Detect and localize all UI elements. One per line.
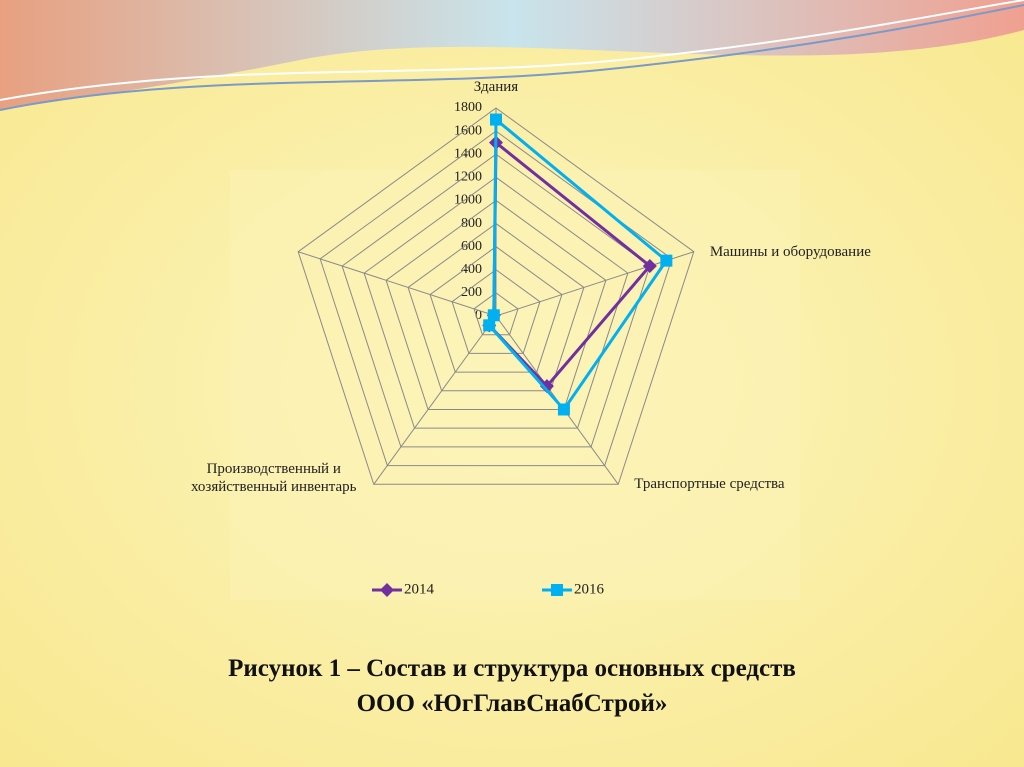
marker: [490, 113, 502, 126]
caption: ООО «ЮгГлавСнабСтрой»: [356, 690, 668, 717]
series-line: [487, 116, 669, 412]
legend-marker: [380, 583, 394, 597]
y-tick-label: 200: [461, 285, 482, 300]
y-tick-label: 600: [461, 239, 482, 254]
y-tick-label: 1200: [454, 170, 482, 185]
wave-line: [0, 0, 1024, 101]
grid-line: [385, 199, 607, 410]
marker: [483, 319, 496, 332]
marker: [642, 259, 657, 274]
marker: [660, 254, 673, 267]
grid-line: [319, 130, 673, 467]
y-tick-label: 0: [475, 308, 482, 323]
marker: [539, 379, 554, 394]
y-tick-label: 1600: [454, 123, 482, 138]
plot-area: [230, 170, 800, 600]
y-tick-label: 1400: [454, 146, 482, 161]
grid-line: [363, 176, 629, 429]
spoke: [373, 315, 497, 485]
caption: Рисунок 1 – Состав и структура основных …: [228, 655, 796, 682]
wave: [0, 0, 1024, 110]
grid-line: [429, 246, 563, 373]
wave-line: [0, 4, 1024, 111]
y-tick-label: 800: [461, 216, 482, 231]
spoke: [298, 251, 497, 317]
category-label: Машины и оборудование: [709, 243, 871, 260]
grid-line: [407, 222, 585, 392]
category-label: Транспортные средства: [634, 476, 785, 493]
grid-line: [297, 107, 695, 485]
y-tick-label: 1800: [454, 100, 482, 115]
legend-label: 2014: [404, 581, 435, 597]
marker: [557, 403, 570, 416]
grid-line: [341, 153, 651, 448]
marker: [487, 309, 500, 322]
legend-label: 2016: [574, 581, 605, 597]
grid-line: [451, 269, 541, 354]
y-tick-label: 1000: [454, 193, 482, 208]
legend-marker: [551, 584, 563, 596]
category-label: Производственный и хозяйственный инвента…: [190, 461, 357, 496]
category-label: Здания: [473, 79, 519, 95]
y-tick-label: 400: [461, 262, 482, 277]
